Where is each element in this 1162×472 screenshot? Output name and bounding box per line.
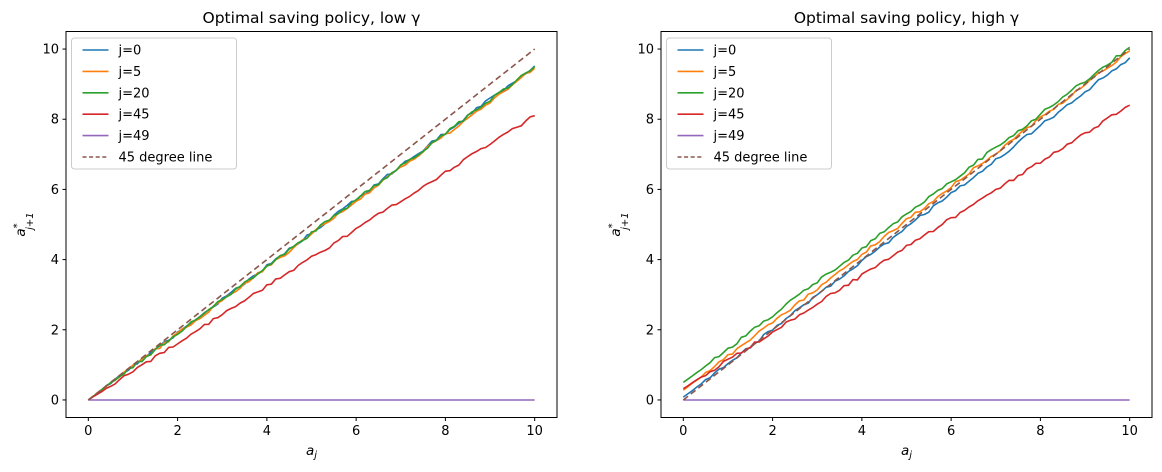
x-axis-label: aj	[901, 443, 912, 461]
legend-label: j=0	[118, 44, 142, 59]
y-axis-label-base: a	[608, 228, 624, 236]
subplot-1: 0 2 4 6 8 10 0 2 4 6 8 10 Optimal saving policy, hig…	[607, 9, 1153, 461]
x-tick-label: 10	[526, 424, 543, 439]
legend-label: j=20	[713, 86, 745, 101]
legend: j=0 j=5 j=20 j=45 j=49 45 degree line	[71, 37, 237, 170]
y-tick-label: 0	[646, 393, 654, 408]
x-axis-label-base: a	[901, 443, 909, 459]
x-tick-label: 4	[858, 424, 866, 439]
legend-label: j=5	[118, 65, 142, 80]
legend-entry-j-49: j=49	[677, 129, 745, 144]
plot-title: Optimal saving policy, high γ	[794, 9, 1019, 27]
y-tick-label: 2	[51, 323, 59, 338]
legend-label: j=49	[118, 129, 150, 144]
y-tick-label: 6	[51, 183, 59, 198]
legend-label: j=49	[713, 129, 745, 144]
legend-label: 45 degree line	[714, 151, 808, 166]
legend-entry-j-5: j=5	[82, 65, 142, 80]
legend-entry-j-45: j=45	[82, 108, 150, 123]
legend-box	[666, 37, 832, 170]
series-line-j-45	[682, 104, 1131, 390]
x-tick-label: 10	[1121, 424, 1138, 439]
legend-label: j=45	[118, 108, 150, 123]
legend-entry-j-0: j=0	[677, 44, 737, 59]
plot-title: Optimal saving policy, low γ	[203, 9, 421, 27]
legend-entry-j-20: j=20	[82, 86, 150, 101]
y-tick-label: 8	[51, 113, 59, 128]
x-axis-label-sub: j	[312, 450, 317, 461]
legend-box	[71, 37, 237, 170]
y-tick-label: 8	[646, 113, 654, 128]
y-axis-label-sub: j+1	[25, 212, 36, 232]
x-tick-label: 4	[263, 424, 271, 439]
axes-frame	[65, 31, 558, 418]
y-axis-label-sub: j+1	[620, 212, 631, 232]
y-tick-label: 4	[51, 253, 59, 268]
x-tick-label: 2	[173, 424, 181, 439]
legend-label: j=20	[118, 86, 150, 101]
y-tick-label: 10	[637, 43, 654, 58]
x-axis-label-base: a	[306, 443, 314, 459]
y-axis-label-sup: *	[12, 223, 23, 228]
x-tick-label: 0	[84, 424, 92, 439]
legend-entry-j-45: j=45	[677, 108, 745, 123]
x-axis-label: aj	[306, 443, 317, 461]
y-axis-label: a* j+1	[12, 212, 36, 236]
y-tick-label: 2	[646, 323, 654, 338]
series-line-j-20	[682, 46, 1131, 384]
x-axis-label-sub: j	[907, 450, 912, 461]
series-line-45-degree-line	[682, 48, 1131, 401]
legend-entry-j-0: j=0	[82, 44, 142, 59]
y-tick-label: 6	[646, 183, 654, 198]
axes-frame	[660, 31, 1153, 418]
x-tick-label: 6	[947, 424, 955, 439]
y-axis-label-sup: *	[607, 223, 618, 228]
series-line-j-45	[87, 114, 535, 401]
legend-entry-j-20: j=20	[677, 86, 745, 101]
y-axis-label: a* j+1	[607, 212, 631, 236]
plot-lines	[682, 46, 1131, 401]
legend-entry-j-5: j=5	[677, 65, 737, 80]
x-tick-label: 2	[768, 424, 776, 439]
x-tick-label: 8	[441, 424, 449, 439]
series-line-45-degree-line	[87, 48, 536, 401]
legend-label: j=45	[713, 108, 745, 123]
legend: j=0 j=5 j=20 j=45 j=49 45 degree line	[666, 37, 832, 170]
subplot-0: 0 2 4 6 8 10 0 2 4 6 8 10 Optimal saving policy, low…	[12, 9, 558, 461]
x-tick-label: 0	[679, 424, 687, 439]
x-tick-label: 6	[352, 424, 360, 439]
x-tick-label: 8	[1036, 424, 1044, 439]
legend-entry-45-degree-line: 45 degree line	[82, 151, 213, 166]
legend-label: 45 degree line	[119, 151, 213, 166]
legend-entry-j-49: j=49	[82, 129, 150, 144]
y-tick-label: 0	[51, 393, 59, 408]
legend-label: j=0	[713, 44, 737, 59]
legend-entry-45-degree-line: 45 degree line	[677, 151, 808, 166]
series-line-j-20	[87, 66, 536, 401]
y-tick-label: 4	[646, 253, 654, 268]
y-axis-label-base: a	[13, 228, 29, 236]
plot-lines	[87, 48, 536, 401]
legend-label: j=5	[713, 65, 737, 80]
y-tick-label: 10	[42, 43, 59, 58]
